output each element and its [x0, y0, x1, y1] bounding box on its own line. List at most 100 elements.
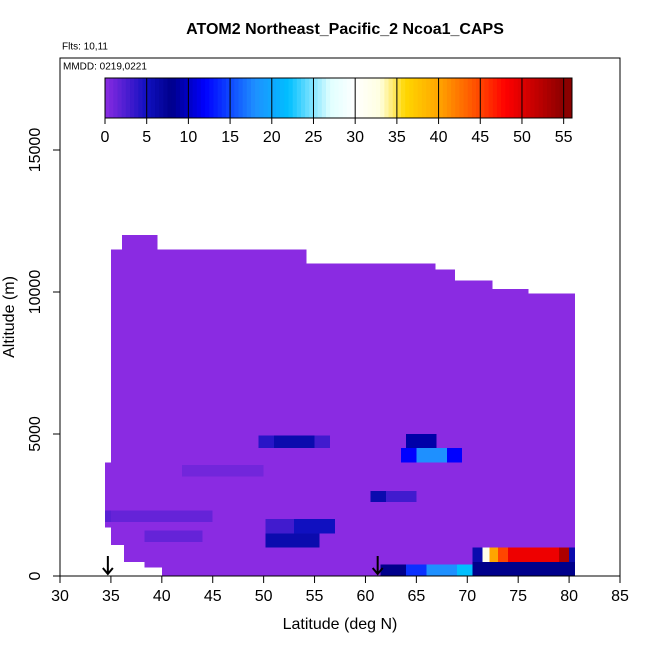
colorbar-swatch — [451, 78, 456, 118]
colorbar-tick-label: 30 — [346, 129, 364, 146]
colorbar-swatch — [225, 78, 231, 118]
colorbar-swatch — [455, 78, 460, 118]
colorbar-swatch — [526, 78, 531, 118]
colorbar-swatch — [205, 78, 210, 118]
colorbar-swatch — [263, 78, 269, 118]
colorbar-swatch — [213, 78, 219, 118]
colorbar-swatch — [146, 78, 152, 118]
colorbar-swatch — [246, 78, 252, 118]
colorbar-swatch — [517, 78, 523, 118]
heatmap-cell — [110, 249, 145, 545]
colorbar-swatch — [417, 78, 423, 118]
colorbar-swatch — [175, 78, 181, 118]
heatmap-cell — [314, 435, 330, 449]
colorbar-swatch — [200, 78, 206, 118]
colorbar-swatch — [163, 78, 169, 118]
colorbar-tick-label: 20 — [263, 129, 281, 146]
colorbar-swatch — [171, 78, 177, 118]
heatmap-cell — [489, 547, 498, 562]
colorbar-swatch — [280, 78, 285, 118]
heatmap-cell — [104, 510, 111, 523]
colorbar-swatch — [476, 78, 481, 118]
heatmap-cell — [124, 544, 145, 562]
colorbar-swatch — [313, 78, 319, 118]
y-axis-label: Altitude (m) — [1, 276, 18, 358]
colorbar-swatch — [501, 78, 506, 118]
colorbar-swatch — [121, 78, 127, 118]
colorbar-swatch — [555, 78, 560, 118]
colorbar-swatch — [305, 78, 310, 118]
colorbar-swatch — [376, 78, 381, 118]
x-tick-label: 70 — [458, 588, 476, 605]
colorbar-swatch — [188, 78, 194, 118]
colorbar-swatch — [359, 78, 365, 118]
x-tick-label: 60 — [357, 588, 375, 605]
colorbar-swatch — [546, 78, 552, 118]
colorbar-swatch — [509, 78, 515, 118]
chart-title: ATOM2 Northeast_Pacific_2 Ncoa1_CAPS — [186, 21, 504, 38]
heatmap-cell — [258, 435, 274, 449]
colorbar-swatch — [125, 78, 131, 118]
colorbar-swatch — [300, 78, 306, 118]
colorbar-swatch — [113, 78, 119, 118]
heatmap-cell — [370, 490, 386, 503]
heatmap-cell — [110, 510, 213, 523]
colorbar-swatch — [267, 78, 273, 118]
colorbar-swatch — [488, 78, 494, 118]
colorbar-swatch — [459, 78, 465, 118]
colorbar-tick-label: 55 — [555, 129, 573, 146]
colorbar-swatch — [317, 78, 323, 118]
colorbar-swatch — [401, 78, 406, 118]
colorbar-swatch — [250, 78, 256, 118]
colorbar-swatch — [351, 78, 356, 118]
colorbar-tick-label: 40 — [430, 129, 448, 146]
x-tick-label: 40 — [153, 588, 171, 605]
colorbar-swatch — [130, 78, 135, 118]
heatmap-cell — [406, 434, 437, 449]
colorbar-swatch — [388, 78, 394, 118]
x-tick-label: 75 — [509, 588, 527, 605]
x-tick-label: 65 — [407, 588, 425, 605]
colorbar-swatch — [463, 78, 469, 118]
colorbar-tick-label: 45 — [471, 129, 489, 146]
colorbar-swatch — [467, 78, 473, 118]
heatmap-cell — [265, 533, 320, 548]
heatmap-cell — [380, 564, 407, 576]
colorbar-swatch — [196, 78, 202, 118]
colorbar-swatch — [559, 78, 565, 118]
arrow — [371, 556, 384, 576]
subtitle: Flts: 10,11 — [62, 42, 108, 53]
heatmap-cell — [455, 280, 493, 576]
heatmap-cell — [426, 564, 458, 576]
colorbar-tick-label: 50 — [513, 129, 531, 146]
arrow — [102, 556, 114, 576]
heatmap-cell — [492, 289, 529, 576]
heatmap-cell — [406, 564, 427, 576]
colorbar-swatch — [538, 78, 544, 118]
colorbar-swatch — [534, 78, 540, 118]
colorbar-swatch — [321, 78, 327, 118]
colorbar-swatch — [438, 78, 444, 118]
heatmap-cell — [104, 462, 111, 528]
colorbar-swatch — [342, 78, 348, 118]
colorbar-swatch — [330, 78, 335, 118]
colorbar-swatch — [271, 78, 277, 118]
colorbar-swatch — [138, 78, 144, 118]
y-tick-label: 15000 — [27, 128, 44, 173]
x-tick-label: 30 — [51, 588, 69, 605]
colorbar-tick-label: 0 — [101, 129, 110, 146]
colorbar-swatch — [492, 78, 498, 118]
colorbar-swatch — [396, 78, 402, 118]
colorbar-swatch — [155, 78, 160, 118]
colorbar-swatch — [371, 78, 377, 118]
heatmap-cell — [528, 293, 576, 576]
heatmap-cell — [144, 249, 162, 568]
colorbar-swatch — [292, 78, 298, 118]
colorbar-swatch — [355, 78, 360, 118]
colorbar-swatch — [551, 78, 556, 118]
colorbar-swatch — [421, 78, 427, 118]
colorbar-swatch — [238, 78, 244, 118]
colorbar-swatch — [230, 78, 235, 118]
colorbar-swatch — [334, 78, 339, 118]
